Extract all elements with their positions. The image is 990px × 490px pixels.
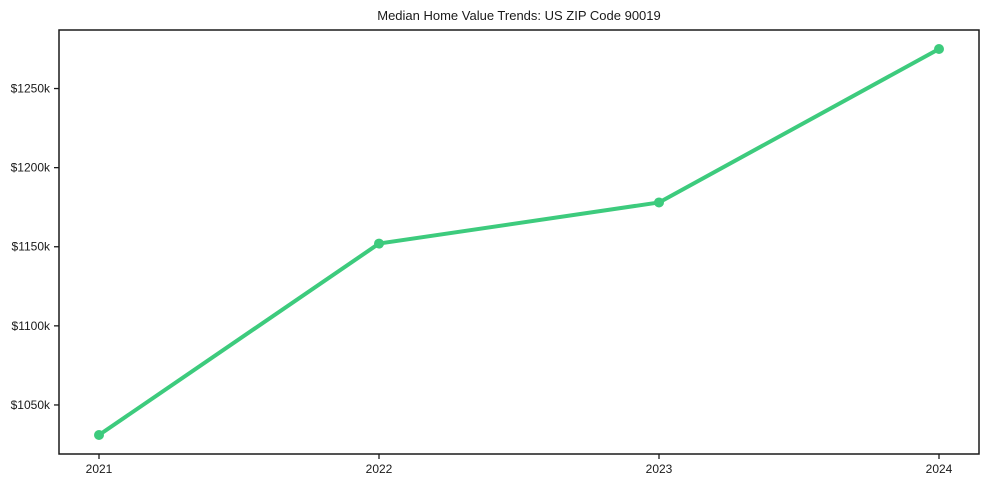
y-tick-label: $1100k: [12, 319, 51, 333]
data-point-2022: [374, 238, 384, 249]
y-tick-label: $1050k: [11, 398, 51, 412]
y-tick-label: $1200k: [11, 161, 51, 175]
x-tick-label: 2021: [86, 462, 113, 476]
chart-title: Median Home Value Trends: US ZIP Code 90…: [377, 8, 661, 23]
y-tick-label: $1250k: [11, 82, 51, 96]
y-tick-label: $1150k: [12, 240, 51, 254]
plot-frame: [58, 29, 980, 455]
data-point-2023: [654, 197, 664, 208]
plot-area: $1050k $1100k $1150k $1200k $1250k 2021 2022 20…: [11, 29, 980, 476]
x-tick-label: 2023: [646, 462, 673, 476]
x-tick-label: 2024: [926, 462, 953, 476]
x-tick-label: 2022: [366, 462, 393, 476]
data-point-2021: [94, 430, 104, 441]
trend-line: [97, 46, 941, 438]
data-point-2024: [934, 43, 944, 54]
